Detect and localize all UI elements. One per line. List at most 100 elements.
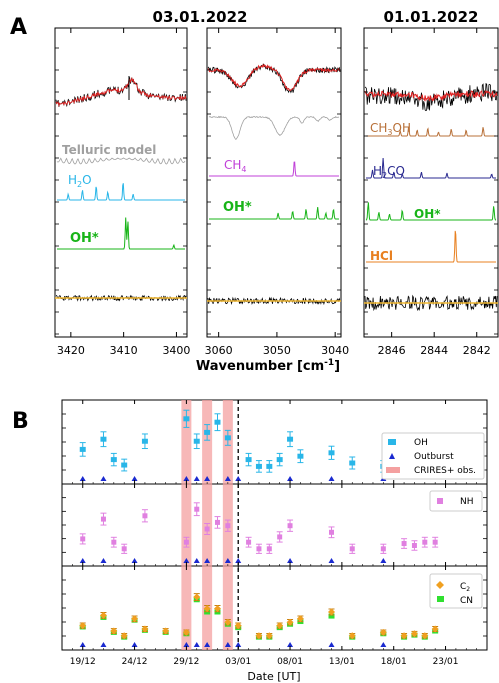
telluric-model-line [56, 157, 186, 165]
outburst-marker [380, 642, 387, 647]
outburst-marker [380, 558, 387, 563]
legend-nh: NH [429, 490, 483, 512]
outburst-marker [100, 558, 107, 563]
outburst-marker [287, 642, 294, 647]
panel-a-middle: 3060 3050 3040 [205, 28, 349, 357]
panel-b-xlabel: Date [UT] [247, 670, 300, 683]
oh-spectrum [57, 217, 185, 250]
legend-cn-marker [437, 596, 444, 602]
nh-point [246, 539, 252, 545]
date-right: 01.01.2022 [384, 8, 479, 26]
c2-point [286, 618, 294, 626]
oh-spectrum [209, 206, 339, 220]
c2-point [213, 605, 221, 613]
ch3oh-spectrum [366, 127, 496, 137]
c2-point [162, 627, 170, 635]
outburst-marker [204, 476, 211, 481]
nh-point [121, 546, 127, 552]
outburst-marker [131, 642, 138, 647]
c2-point [234, 622, 242, 630]
outburst-marker [204, 558, 211, 563]
c2-point [182, 628, 190, 636]
legend-oh: OH Outburst CRIRES+ obs. [381, 432, 485, 480]
outburst-marker [328, 642, 335, 647]
oh-point [276, 457, 283, 463]
outburst-marker [183, 642, 190, 647]
label-telluric-model: Telluric model [62, 143, 156, 157]
outburst-marker [131, 558, 138, 563]
outburst-marker [79, 558, 86, 563]
oh-point [297, 453, 304, 459]
outburst-marker [183, 558, 190, 563]
legend-crires-marker [386, 467, 400, 473]
legend-oh-text: OH [414, 438, 428, 448]
label-oh-left: OH* [70, 231, 99, 246]
label-oh-right: OH* [414, 207, 441, 221]
nh-point [225, 523, 231, 529]
c2-point [431, 625, 439, 633]
legend-outburst-marker [389, 453, 395, 459]
ch4-spectrum [209, 161, 339, 177]
outburst-marker [204, 642, 211, 647]
outburst-marker [193, 642, 200, 647]
x-tick-label: 3410 [110, 344, 138, 357]
outburst-marker [235, 558, 242, 563]
legend-oh-marker [388, 439, 396, 445]
oh-point [245, 457, 252, 463]
outburst-marker [224, 476, 231, 481]
x-tick-label: 3420 [57, 344, 85, 357]
nh-point [266, 546, 272, 552]
x-tick-label: 2842 [463, 344, 491, 357]
outburst-marker [183, 476, 190, 481]
legend-nh-text: NH [460, 497, 474, 507]
panel-b-letter: B [12, 409, 29, 434]
c2-point [79, 622, 87, 630]
legend-crires-text: CRIRES+ obs. [414, 466, 476, 476]
c2-point [276, 622, 284, 630]
c2-point [131, 615, 139, 623]
x-tick-label: 13/01 [329, 657, 355, 667]
nh-point [183, 539, 189, 545]
c2-point [255, 632, 263, 640]
c2-point [328, 608, 336, 616]
label-ch3oh: CH3OH [370, 121, 411, 137]
label-h2co: H2CO [373, 164, 405, 180]
panel-a-left-frame [54, 27, 188, 338]
c2-point [193, 593, 201, 601]
c2-point [379, 628, 387, 636]
outburst-marker [235, 642, 242, 647]
nh-point [100, 516, 106, 522]
c2-point [141, 625, 149, 633]
oh-point [110, 457, 117, 463]
nh-point [329, 529, 335, 535]
outburst-marker [287, 558, 294, 563]
outburst-marker [131, 476, 138, 481]
nh-point [256, 546, 262, 552]
c2-point [348, 632, 356, 640]
panel-b-nh-frame [61, 483, 488, 567]
legend-c2cn: C2 CN [429, 573, 483, 609]
oh-point [214, 419, 221, 425]
x-tick-label: 3400 [162, 344, 190, 357]
x-tick-label: 08/01 [277, 657, 303, 667]
outburst-marker [100, 642, 107, 647]
c2-point [296, 615, 304, 623]
nh-point [80, 536, 86, 542]
outburst-marker [79, 642, 86, 647]
legend-nh-marker [437, 498, 443, 504]
label-h2o: H2O [68, 173, 92, 189]
oh-point [100, 436, 107, 442]
oh-point [193, 438, 200, 444]
legend-outburst-text: Outburst [414, 452, 454, 462]
x-tick-label: 19/12 [70, 657, 96, 667]
oh-point [328, 450, 335, 456]
panel-a-left: 3420 3410 3400 [55, 28, 190, 357]
date-left: 03.01.2022 [153, 8, 248, 26]
x-tick-label: 3060 [205, 344, 233, 357]
oh-point [121, 462, 128, 468]
outburst-marker [193, 558, 200, 563]
oh-point [224, 435, 231, 441]
model-spectrum [364, 90, 498, 102]
legend-c2-marker [436, 581, 444, 589]
